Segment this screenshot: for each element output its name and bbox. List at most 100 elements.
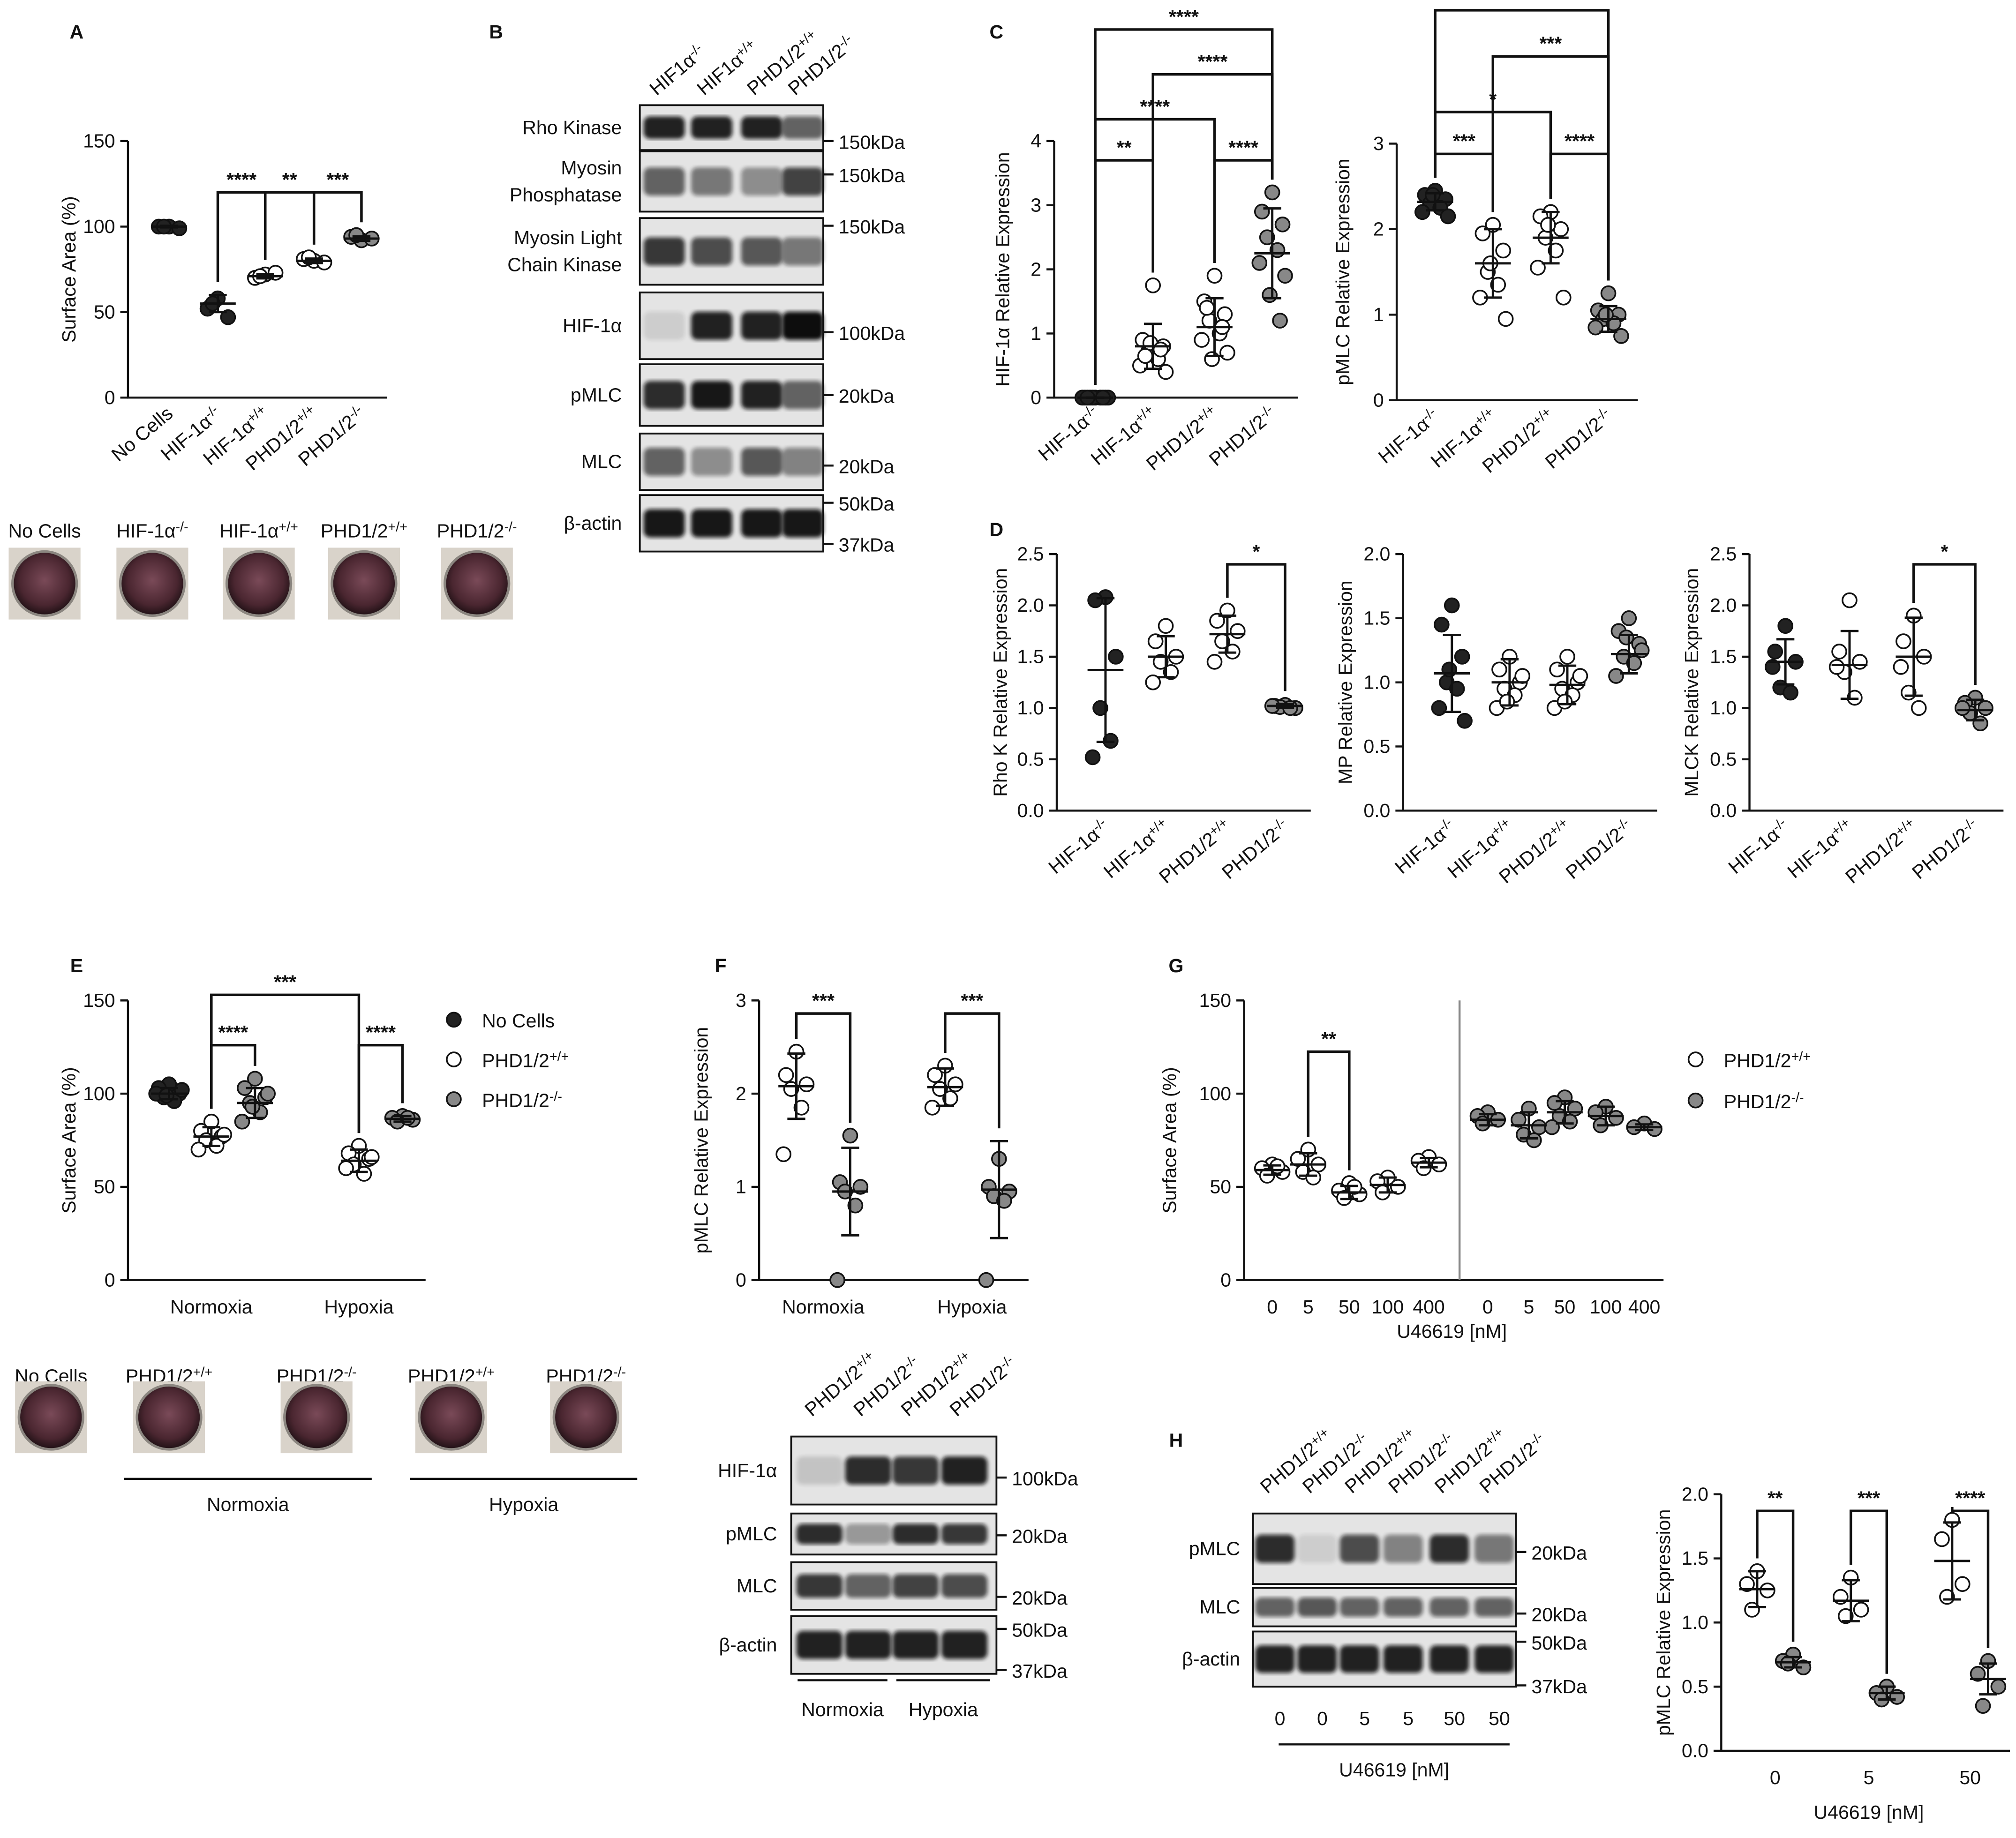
significance-label: ***	[1858, 1487, 1880, 1509]
y-tick-label: 2.0	[1682, 1483, 1708, 1505]
significance-label: **	[282, 169, 297, 190]
data-point	[1557, 693, 1573, 710]
y-tick-label: 100	[1199, 1083, 1231, 1104]
data-point	[1562, 1113, 1578, 1130]
data-point	[1777, 618, 1793, 634]
x-tick-label: 50	[1339, 1296, 1360, 1318]
blot-band	[741, 237, 782, 266]
x-tick-label: 50	[1959, 1767, 1981, 1788]
data-point	[1540, 217, 1556, 233]
data-point	[1587, 319, 1604, 336]
legend-swatch	[446, 1051, 462, 1067]
data-point	[1954, 1576, 1971, 1592]
photo-well	[135, 1384, 203, 1451]
data-point	[1145, 277, 1161, 293]
blot-band	[892, 1574, 939, 1598]
photo-label: PHD1/2+/+	[321, 520, 407, 542]
data-point	[1145, 674, 1161, 690]
y-tick-label: 3	[736, 990, 746, 1011]
data-point	[1531, 1119, 1547, 1135]
blot-band	[796, 1631, 843, 1659]
x-axis-label: U46619 [nM]	[1397, 1320, 1507, 1342]
significance-label: ****	[1197, 51, 1227, 72]
panel-label: C	[990, 21, 1004, 43]
blot-row-label: pMLC	[726, 1523, 777, 1545]
marker-label: 100kDa	[1012, 1468, 1078, 1490]
data-point	[1152, 341, 1169, 358]
data-point	[1495, 242, 1512, 259]
blot-band	[741, 311, 782, 340]
significance-bracket	[1849, 1509, 1888, 1674]
y-tick-label: 2	[1373, 218, 1384, 240]
data-point	[1626, 655, 1642, 671]
data-point	[1555, 289, 1572, 306]
y-tick-label: 1.5	[1363, 608, 1390, 629]
y-tick-label: 2.5	[1017, 543, 1044, 565]
data-point	[1497, 311, 1514, 327]
blot-row-label: β-actin	[564, 512, 622, 534]
dose-label: 5	[1359, 1708, 1370, 1729]
data-point	[932, 1081, 948, 1097]
significance-bracket	[210, 1043, 256, 1109]
data-point	[1975, 1698, 1991, 1714]
data-point	[364, 1149, 380, 1165]
x-tick-label: PHD1/2-/-	[1908, 815, 1983, 884]
y-tick-label: 0.5	[1710, 749, 1737, 770]
data-point	[1414, 204, 1430, 220]
blot-band	[1429, 1597, 1469, 1617]
x-tick-label: Hypoxia	[324, 1296, 393, 1318]
data-point	[1544, 1119, 1560, 1135]
blot-band	[782, 509, 824, 538]
marker-label: 20kDa	[1012, 1587, 1068, 1609]
group-label: Hypoxia	[909, 1699, 978, 1720]
blot-band	[643, 237, 685, 266]
photo-label: HIF-1α+/+	[219, 520, 298, 542]
blot-band	[691, 237, 732, 266]
y-axis-label: Rho K Relative Expression	[989, 568, 1011, 797]
dose-label: 50	[1489, 1708, 1510, 1729]
group-label: Normoxia	[207, 1493, 289, 1515]
blot-band	[1474, 1534, 1514, 1563]
panel-label: H	[1169, 1429, 1183, 1451]
data-point	[1290, 1151, 1306, 1167]
y-tick-label: 2	[1031, 258, 1041, 280]
data-point	[1147, 633, 1164, 649]
marker-label: 20kDa	[839, 456, 895, 478]
data-point	[1449, 681, 1465, 697]
blot-row-label: Myosin	[561, 157, 622, 179]
y-tick-label: 1	[1373, 304, 1384, 325]
blot-band	[1255, 1597, 1295, 1617]
data-point	[1618, 630, 1634, 645]
significance-bracket	[1912, 563, 1977, 685]
photo-label: HIF-1α-/-	[116, 520, 188, 542]
data-point	[798, 1076, 815, 1093]
y-tick-label: 50	[94, 1176, 115, 1198]
data-point	[260, 1086, 276, 1102]
marker-label: 20kDa	[1531, 1604, 1587, 1626]
y-tick-label: 2	[736, 1083, 746, 1104]
data-point	[1262, 287, 1278, 303]
photo-well	[11, 550, 78, 617]
significance-label: ****	[1140, 96, 1170, 117]
data-point	[1572, 668, 1588, 684]
data-point	[1431, 1156, 1447, 1173]
data-point	[1277, 268, 1293, 284]
panel-label: B	[489, 21, 503, 43]
y-tick-label: 100	[83, 1083, 115, 1104]
data-point	[1831, 644, 1847, 660]
data-point	[1272, 313, 1288, 329]
data-point	[778, 1067, 794, 1083]
blot-row-label: HIF-1α	[718, 1460, 777, 1481]
blot-band	[691, 116, 732, 139]
blot-band	[782, 381, 824, 409]
y-tick-label: 1.0	[1710, 697, 1737, 719]
significance-label: ***	[326, 169, 349, 190]
blot-band	[941, 1574, 988, 1598]
blot-band	[941, 1523, 988, 1545]
blot-band	[1383, 1534, 1423, 1563]
y-tick-label: 0.5	[1017, 749, 1044, 770]
blot-band	[1339, 1597, 1379, 1617]
dose-label: 5	[1403, 1708, 1414, 1729]
blot-band	[1255, 1534, 1295, 1563]
